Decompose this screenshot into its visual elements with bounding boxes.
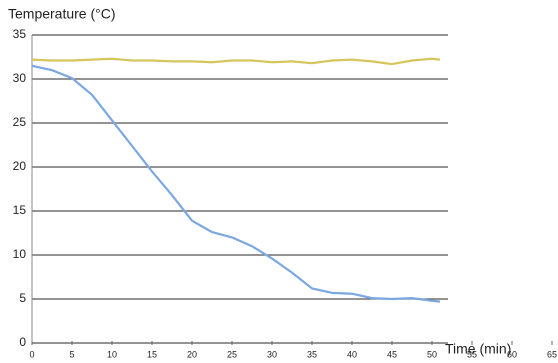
x-tick-label: 35 bbox=[307, 349, 317, 359]
y-tick-label: 30 bbox=[13, 71, 27, 85]
x-tick-label: 30 bbox=[267, 349, 277, 359]
y-tick-label: 5 bbox=[19, 291, 26, 305]
x-tick-label: 0 bbox=[29, 349, 34, 359]
data-line bbox=[31, 64, 441, 303]
x-tick-label: 65 bbox=[547, 349, 557, 359]
y-tick-label: 0 bbox=[19, 335, 26, 349]
x-tick-label: 5 bbox=[69, 349, 74, 359]
x-tick-label: 10 bbox=[107, 349, 117, 359]
data-line bbox=[31, 57, 441, 66]
y-tick-label: 35 bbox=[13, 27, 27, 41]
x-tick-label: 50 bbox=[427, 349, 437, 359]
x-tick-label: 15 bbox=[147, 349, 157, 359]
y-tick-label: 25 bbox=[13, 115, 27, 129]
x-tick-label: 45 bbox=[387, 349, 397, 359]
x-tick-label: 25 bbox=[227, 349, 237, 359]
x-tick-label: 20 bbox=[187, 349, 197, 359]
x-tick-label: 55 bbox=[467, 349, 477, 359]
y-tick-label: 10 bbox=[13, 247, 27, 261]
y-tick-label: 15 bbox=[13, 203, 27, 217]
x-tick-label: 60 bbox=[507, 349, 517, 359]
x-tick-label: 40 bbox=[347, 349, 357, 359]
x-axis-label: Time (min) bbox=[445, 341, 511, 357]
y-tick-label: 20 bbox=[13, 159, 27, 173]
chart-title: Temperature (°C) bbox=[8, 6, 116, 22]
